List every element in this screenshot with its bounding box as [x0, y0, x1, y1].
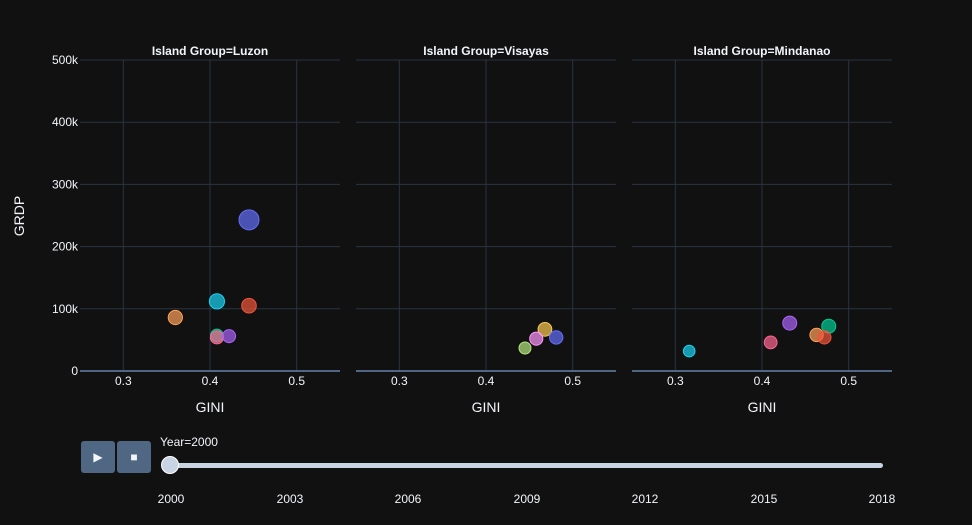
y-axis-title: GRDP [11, 196, 27, 236]
stop-button[interactable]: ■ [117, 441, 151, 473]
data-point [529, 331, 544, 346]
data-point [208, 293, 226, 310]
data-point [209, 330, 224, 345]
year-slider-track[interactable] [170, 463, 883, 468]
y-tick-label: 300k [52, 177, 79, 191]
x-tick-label: 0.3 [667, 374, 684, 388]
data-point [222, 329, 237, 344]
data-point [763, 335, 778, 350]
stop-icon: ■ [130, 450, 138, 464]
x-tick-label: 0.5 [564, 374, 581, 388]
y-tick-label: 0 [71, 364, 78, 378]
x-tick-label: 0.4 [478, 374, 495, 388]
x-tick-label: 0.4 [202, 374, 219, 388]
year-slider-handle[interactable] [161, 456, 179, 474]
slider-current-value: Year=2000 [160, 435, 218, 449]
play-icon: ▶ [93, 450, 103, 464]
x-axis-title: GINI [472, 399, 501, 415]
data-point [537, 321, 553, 337]
data-point [518, 341, 532, 355]
facet-title: Island Group=Visayas [423, 44, 549, 58]
slider-tick-label[interactable]: 2012 [631, 492, 659, 506]
slider-tick-label[interactable]: 2015 [750, 492, 778, 506]
y-tick-label: 500k [52, 53, 79, 67]
y-tick-label: 100k [52, 302, 79, 316]
y-tick-label: 400k [52, 115, 79, 129]
data-point [241, 297, 257, 314]
data-point [682, 344, 696, 358]
slider-tick-label[interactable]: 2018 [868, 492, 896, 506]
slider-tick-label[interactable]: 2006 [394, 492, 422, 506]
y-tick-label: 200k [52, 240, 79, 254]
slider-tick-label[interactable]: 2009 [513, 492, 541, 506]
animation-controls: ▶ ■ [81, 441, 151, 473]
x-tick-label: 0.5 [288, 374, 305, 388]
slider-tick-label[interactable]: 2000 [157, 492, 185, 506]
x-axis-title: GINI [196, 399, 225, 415]
data-point [167, 309, 183, 326]
data-point [549, 330, 564, 345]
data-point [238, 209, 260, 231]
x-tick-label: 0.4 [754, 374, 771, 388]
x-tick-label: 0.3 [391, 374, 408, 388]
data-point [782, 315, 798, 331]
data-point [817, 330, 832, 345]
x-tick-label: 0.3 [115, 374, 132, 388]
play-button[interactable]: ▶ [81, 441, 115, 473]
slider-tick-label[interactable]: 2003 [276, 492, 304, 506]
facet-title: Island Group=Mindanao [693, 44, 830, 58]
x-tick-label: 0.5 [840, 374, 857, 388]
facet-title: Island Group=Luzon [152, 44, 268, 58]
x-axis-title: GINI [748, 399, 777, 415]
